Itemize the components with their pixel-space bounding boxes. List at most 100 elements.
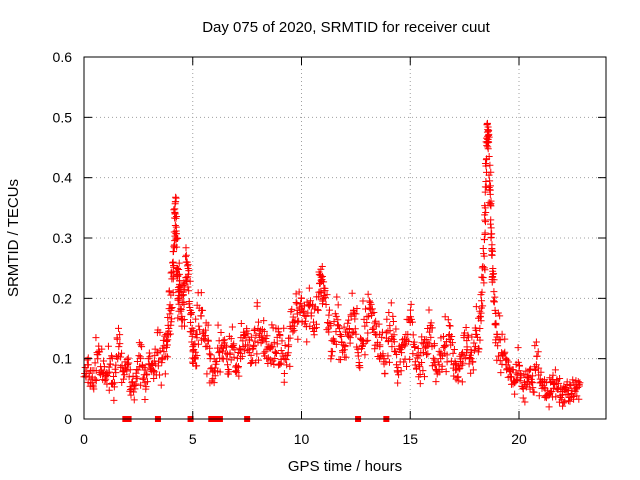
data-point [187,318,195,326]
data-point [482,162,490,170]
data-point [522,367,530,375]
data-point [395,371,403,379]
y-tick-label: 0.3 [53,230,73,246]
data-point [490,270,498,278]
data-point [567,391,575,399]
data-point [176,282,184,290]
data-point [322,300,330,308]
data-point [443,351,451,359]
data-point [217,328,225,336]
data-point [106,355,114,363]
data-point [89,379,97,387]
data-point [334,316,342,324]
x-tick-label: 10 [294,431,310,447]
data-point [169,289,177,297]
data-point [576,379,584,387]
data-point [428,343,436,351]
data-point [328,348,336,356]
data-point [481,230,489,238]
data-point [310,331,318,339]
data-point [485,131,493,139]
data-point [393,350,401,358]
data-point [188,309,196,317]
data-point [129,372,137,380]
data-point [254,318,262,326]
data-point [305,302,313,310]
data-point [419,367,427,375]
data-point [105,368,113,376]
data-point [130,396,138,404]
data-point [184,283,192,291]
data-point [170,228,178,236]
data-point [134,366,142,374]
data-point [93,349,101,357]
data-point [367,300,375,308]
data-point [221,341,229,349]
data-point [378,333,386,341]
data-point [432,378,440,386]
data-point [101,377,109,385]
data-point [490,276,498,284]
data-point [414,344,422,352]
data-point [466,351,474,359]
x-axis-label: GPS time / hours [288,458,402,475]
data-point [409,331,417,339]
data-point [244,330,252,338]
data-point [473,330,481,338]
data-point [314,306,322,314]
data-point [206,344,214,352]
data-point [454,373,462,381]
data-point [336,325,344,333]
data-point [166,310,174,318]
data-point [129,378,137,386]
data-point [295,288,303,296]
data-point [283,361,291,369]
data-point [157,381,165,389]
data-point [575,382,583,390]
data-point [552,393,560,401]
data-point [356,361,364,369]
data-point [120,375,128,383]
data-point [361,322,369,330]
data-point [116,340,124,348]
data-point [255,356,263,364]
data-point [206,355,214,363]
data-point [513,371,521,379]
data-point [484,145,492,153]
data-point [389,312,397,320]
data-point [135,352,143,360]
data-point [169,273,177,281]
data-point [201,332,209,340]
data-point [211,367,218,375]
data-point [185,297,193,305]
data-point [476,336,484,344]
data-point [100,357,108,365]
data-point [191,348,199,356]
data-point [324,318,332,326]
data-point [164,353,172,361]
data-point [449,349,457,357]
data-point [111,365,119,373]
data-point [332,340,340,348]
data-point [216,348,224,356]
data-point [194,340,202,348]
data-point [519,385,527,393]
data-point [164,314,172,322]
data-point [174,270,182,278]
data-point [476,312,484,320]
data-point [311,325,319,332]
data-point [437,355,445,363]
data-point [478,288,486,296]
data-point [487,216,495,224]
data-point [549,371,557,379]
data-point [532,338,540,346]
data-point [521,398,529,406]
data-point [306,300,314,308]
data-point [569,376,577,384]
data-point [474,344,482,352]
data-point [271,354,279,362]
data-point [475,345,483,353]
data-point [225,368,233,376]
data-point [485,133,493,141]
data-point [207,351,215,359]
